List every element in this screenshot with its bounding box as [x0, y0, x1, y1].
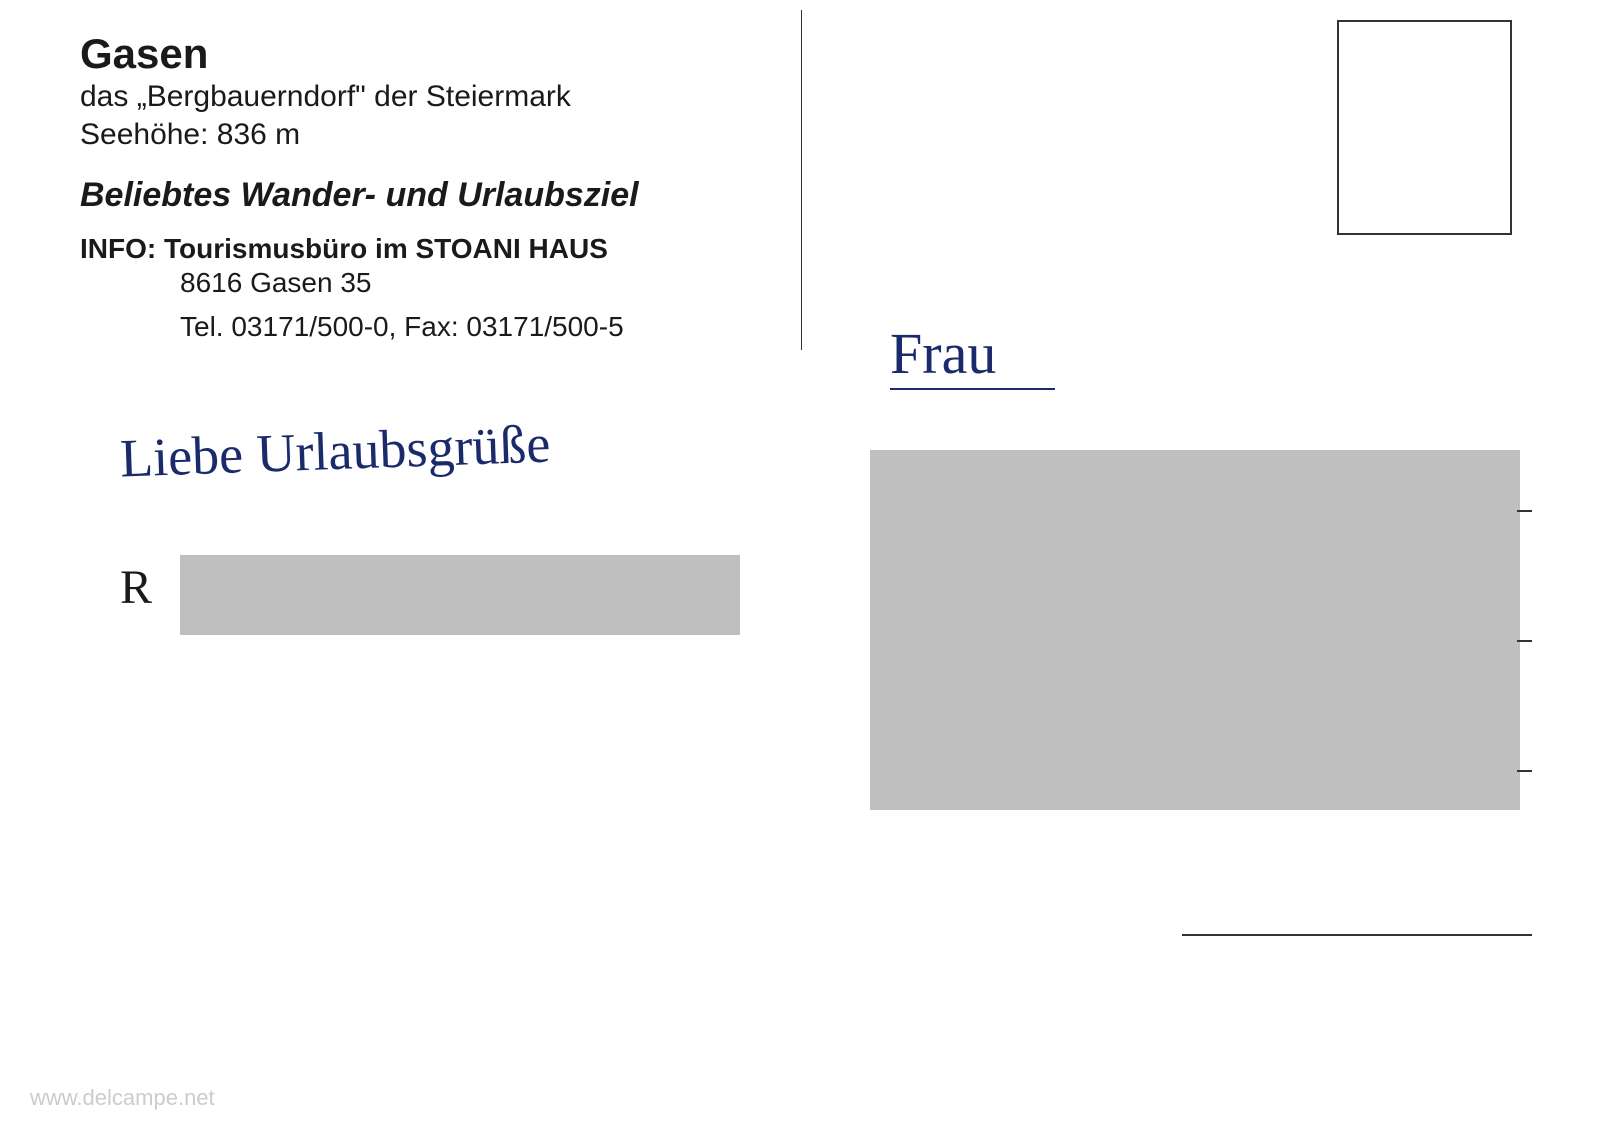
watermark-text: www.delcampe.net [30, 1085, 215, 1111]
info-line-1: INFO: Tourismusbüro im STOANI HAUS [80, 233, 730, 265]
info-office-text: Tourismusbüro im STOANI HAUS [164, 233, 608, 264]
altitude-text: Seehöhe: 836 m [80, 118, 730, 152]
info-section: Gasen das „Bergbauerndorf" der Steiermar… [80, 30, 730, 345]
salutation-underline [890, 388, 1055, 390]
address-tick-1 [1517, 510, 1532, 512]
location-subtitle: das „Bergbauerndorf" der Steiermark [80, 80, 730, 114]
center-divider [801, 10, 802, 350]
postcard-back: Gasen das „Bergbauerndorf" der Steiermar… [0, 0, 1602, 1131]
handwritten-greeting: Liebe Urlaubsgrüße [119, 413, 551, 490]
address-tick-3 [1517, 770, 1532, 772]
handwritten-salutation: Frau [890, 325, 996, 383]
location-title: Gasen [80, 30, 730, 78]
info-address: 8616 Gasen 35 [180, 267, 730, 299]
info-contact: Tel. 03171/500-0, Fax: 03171/500-5 [180, 311, 730, 343]
redaction-sender [180, 555, 740, 635]
redaction-address [870, 450, 1520, 810]
tagline-text: Beliebtes Wander- und Urlaubsziel [80, 176, 730, 215]
stamp-placeholder [1337, 20, 1512, 235]
info-label: INFO: [80, 233, 156, 264]
postal-code-line [1182, 934, 1532, 936]
handwritten-initial: R [120, 560, 152, 615]
address-tick-2 [1517, 640, 1532, 642]
